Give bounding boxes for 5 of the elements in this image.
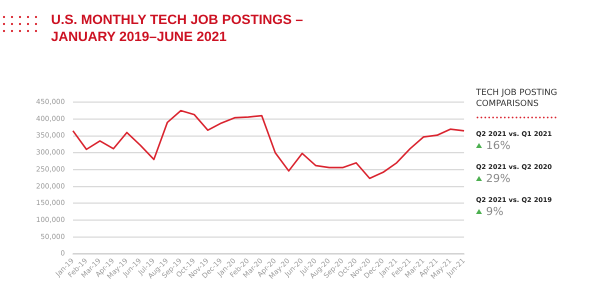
text: 29% xyxy=(486,172,510,185)
text: 16% xyxy=(486,139,510,152)
chart-title: U.S. MONTHLY TECH JOB POSTINGS – JANUARY 2019–JUNE 2021 xyxy=(51,11,304,45)
text: 9% xyxy=(486,205,504,218)
text: TECH JOB POSTING COMPARISONS xyxy=(476,88,558,110)
